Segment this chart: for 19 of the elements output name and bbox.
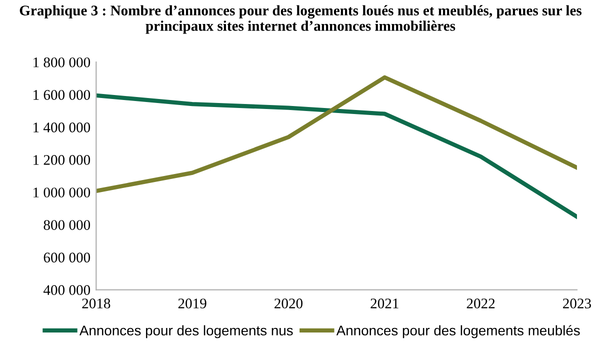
y-tick-label: 1 200 000 bbox=[34, 155, 90, 165]
x-tick-label: 2022 bbox=[466, 298, 495, 308]
x-tick-label: 2023 bbox=[563, 298, 591, 308]
y-tick-label: 1 000 000 bbox=[34, 188, 90, 198]
x-tick-label: 2018 bbox=[82, 298, 110, 308]
chart-title: Graphique 3 : Nombre d’annonces pour des logements loués nus et meublés, parues sur les principaux sites internet d’annonces immobilières bbox=[20, 5, 582, 34]
x-tick-label: 2021 bbox=[370, 298, 398, 308]
y-tick-label: 1 400 000 bbox=[34, 122, 90, 132]
line-series bbox=[96, 93, 577, 219]
y-tick-label: 400 000 bbox=[43, 285, 90, 296]
legend-label: Annonces pour des logements meublés bbox=[336, 325, 580, 338]
x-tick-label: 2020 bbox=[274, 298, 303, 308]
y-tick-label: 800 000 bbox=[44, 220, 90, 230]
legend-label: Annonces pour des logements nus bbox=[79, 325, 293, 338]
y-tick-label: 1 600 000 bbox=[34, 90, 90, 100]
x-tick-label: 2019 bbox=[178, 298, 206, 308]
line-series bbox=[96, 75, 577, 193]
y-tick-label: 600 000 bbox=[44, 252, 90, 262]
y-tick-label: 1 800 000 bbox=[34, 57, 90, 68]
